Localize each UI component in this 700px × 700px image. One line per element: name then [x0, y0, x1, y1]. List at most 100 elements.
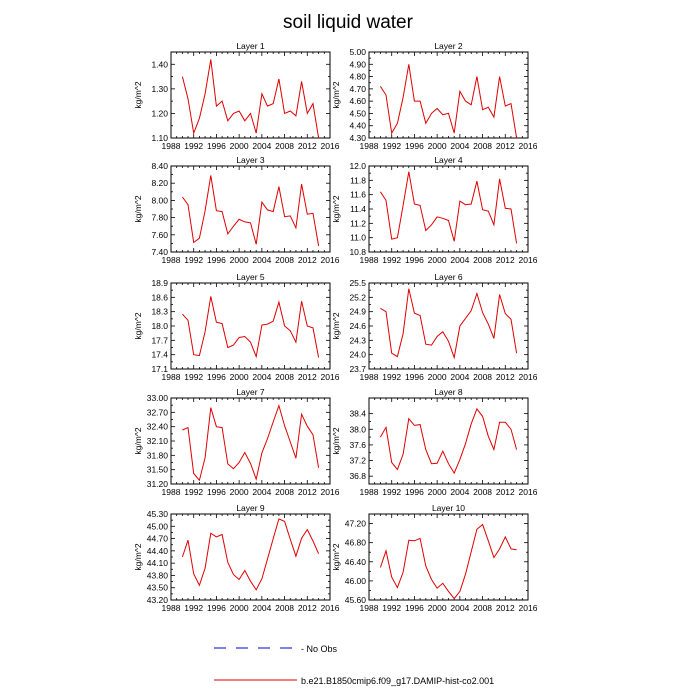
plot-frame: [368, 282, 529, 370]
plot-frame: [368, 513, 529, 601]
y-tick-label: 18.0: [151, 321, 168, 331]
x-tick-label: 2008: [275, 141, 294, 151]
x-tick-label: 1992: [382, 372, 401, 382]
x-tick-label: 2012: [496, 372, 515, 382]
y-tick-label: 17.1: [151, 364, 168, 374]
x-tick-label: 2004: [450, 603, 469, 613]
series-line: [379, 407, 518, 475]
y-tick-label: 31.80: [147, 450, 169, 460]
panel-title: Layer 2: [434, 41, 463, 51]
panel-title: Layer 9: [236, 503, 265, 513]
y-tick-label: 45.00: [147, 521, 169, 531]
x-tick-label: 2016: [519, 372, 538, 382]
y-axis-label: kg/m^2: [331, 312, 341, 339]
panel-title: Layer 4: [434, 155, 463, 165]
y-tick-label: 1.10: [151, 133, 168, 143]
panel-title: Layer 7: [236, 387, 265, 397]
x-tick-label: 1988: [162, 372, 181, 382]
x-tick-label: 2016: [519, 603, 538, 613]
y-tick-label: 24.3: [349, 335, 366, 345]
x-tick-label: 2000: [428, 372, 447, 382]
y-tick-label: 18.3: [151, 307, 168, 317]
x-tick-label: 1988: [360, 141, 379, 151]
panel-title: Layer 8: [434, 387, 463, 397]
y-tick-label: 43.50: [147, 583, 169, 593]
x-tick-label: 2008: [473, 255, 492, 265]
y-tick-label: 37.2: [349, 456, 366, 466]
y-tick-label: 4.60: [349, 96, 366, 106]
x-tick-label: 1992: [184, 372, 203, 382]
plot-frame: [368, 397, 529, 485]
chart-panel-layer-8: Layer 8 kg/m^2 1988 1992 1996 2000 2004 2008 201…: [331, 387, 538, 497]
legend-entry-no-obs: - No Obs: [214, 644, 338, 654]
y-tick-label: 4.30: [349, 133, 366, 143]
y-tick-label: 43.20: [147, 595, 169, 605]
y-tick-label: 43.80: [147, 570, 169, 580]
series-line: [380, 288, 518, 360]
x-tick-label: 2016: [519, 141, 538, 151]
y-tick-label: 7.40: [151, 247, 168, 257]
legend-label-model: b.e21.B1850cmip6.f09_g17.DAMIP-hist-co2.…: [301, 676, 494, 686]
y-tick-label: 11.6: [350, 190, 366, 200]
x-tick-label: 1992: [184, 487, 203, 497]
x-tick-label: 2000: [428, 603, 447, 613]
x-tick-label: 2016: [519, 487, 538, 497]
series-line: [181, 518, 320, 591]
x-tick-label: 2000: [230, 255, 249, 265]
x-tick-label: 2012: [298, 255, 317, 265]
y-tick-label: 24.9: [349, 307, 366, 317]
y-tick-label: 45.30: [147, 509, 169, 519]
y-tick-label: 8.20: [151, 178, 168, 188]
legend-entry-model: b.e21.B1850cmip6.f09_g17.DAMIP-hist-co2.…: [214, 676, 494, 686]
plot-frame: [170, 282, 331, 370]
panel-title: Layer 1: [236, 41, 265, 51]
y-tick-label: 25.5: [349, 278, 366, 288]
x-tick-label: 2016: [321, 603, 340, 613]
y-tick-label: 4.80: [349, 72, 366, 82]
x-tick-label: 2004: [450, 487, 469, 497]
x-tick-label: 2008: [473, 141, 492, 151]
y-tick-label: 4.90: [349, 59, 366, 69]
x-tick-label: 2016: [321, 487, 340, 497]
figure-title: soil liquid water: [283, 12, 414, 33]
chart-panel-layer-4: Layer 4 kg/m^2 1988 1992 1996 2000 2004 2008 201…: [331, 155, 538, 265]
chart-panel-layer-6: Layer 6 kg/m^2 1988 1992 1996 2000 2004 2008 201…: [331, 272, 538, 382]
chart-panel-layer-2: Layer 2 kg/m^2 1988 1992 1996 2000 2004 2008 201…: [331, 41, 538, 151]
x-tick-label: 2016: [321, 255, 340, 265]
x-tick-label: 1992: [382, 603, 401, 613]
plot-frame: [170, 51, 331, 139]
y-tick-label: 18.9: [151, 278, 168, 288]
x-tick-label: 1992: [382, 487, 401, 497]
x-tick-label: 2004: [252, 603, 271, 613]
x-tick-label: 2008: [473, 372, 492, 382]
y-tick-label: 10.8: [349, 247, 366, 257]
x-tick-label: 1996: [405, 255, 424, 265]
panel-title: Layer 6: [434, 272, 463, 282]
x-tick-label: 2012: [496, 603, 515, 613]
y-tick-label: 8.40: [151, 161, 168, 171]
y-tick-label: 4.40: [349, 121, 366, 131]
x-tick-label: 1992: [382, 141, 401, 151]
x-tick-label: 2012: [496, 141, 515, 151]
x-tick-label: 1988: [162, 255, 181, 265]
x-tick-label: 2012: [298, 372, 317, 382]
y-tick-label: 11.0: [350, 233, 366, 243]
x-tick-label: 1996: [405, 141, 424, 151]
y-tick-label: 46.00: [345, 576, 367, 586]
y-tick-label: 18.6: [151, 292, 168, 302]
series-line: [379, 64, 518, 139]
x-tick-label: 1988: [360, 487, 379, 497]
x-tick-label: 1992: [184, 141, 203, 151]
x-tick-label: 1996: [405, 603, 424, 613]
y-tick-label: 11.8: [350, 175, 366, 185]
y-tick-label: 8.00: [151, 195, 168, 205]
series-line: [182, 296, 320, 359]
y-tick-label: 45.60: [345, 595, 367, 605]
y-tick-label: 46.40: [345, 557, 367, 567]
x-tick-label: 1996: [207, 255, 226, 265]
y-tick-label: 31.50: [147, 465, 169, 475]
y-tick-label: 47.20: [345, 519, 367, 529]
y-axis-label: kg/m^2: [331, 81, 341, 108]
